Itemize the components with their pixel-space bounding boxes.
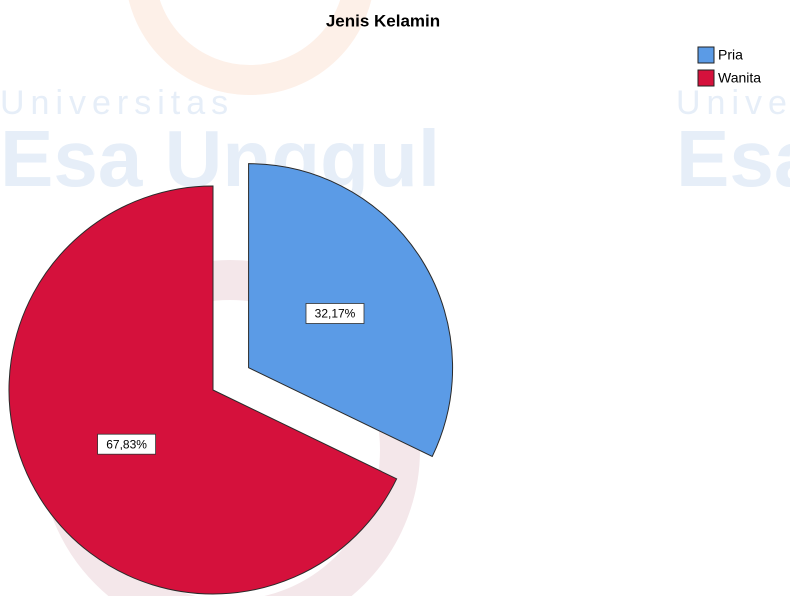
watermark-text: Esa xyxy=(676,114,790,203)
watermark-logo xyxy=(128,0,372,95)
watermark-text: Esa Unggul xyxy=(0,114,440,203)
legend-label: Wanita xyxy=(718,70,761,86)
legend-swatch xyxy=(697,46,715,64)
data-label-box xyxy=(97,433,156,455)
data-label: 32,17% xyxy=(315,307,356,321)
legend-label: Pria xyxy=(718,47,743,63)
chart-title: Jenis Kelamin xyxy=(326,11,440,30)
watermark-text: Univer xyxy=(676,84,790,122)
data-label-box xyxy=(305,303,365,324)
pie-slice xyxy=(8,185,398,595)
watermark-text: Universitas xyxy=(0,84,234,122)
legend-swatch xyxy=(697,69,715,87)
data-label: 67,83% xyxy=(106,437,147,451)
